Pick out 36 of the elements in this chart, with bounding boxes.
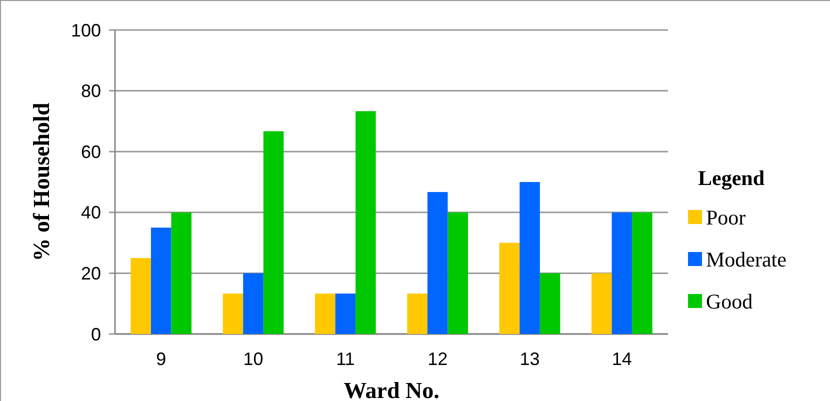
y-tick-label: 0: [90, 324, 101, 344]
y-tick-label: 80: [80, 81, 101, 102]
y-tick-label: 100: [70, 20, 101, 40]
y-tick-label: 20: [80, 264, 101, 284]
legend-title: Legend: [698, 166, 765, 190]
bar: [520, 182, 540, 334]
legend-label: Moderate: [706, 247, 786, 272]
bar: [407, 294, 428, 334]
bar: [171, 212, 192, 334]
bar: [130, 258, 151, 334]
x-tick-label: 11: [336, 349, 355, 369]
bar: [632, 212, 652, 334]
x-tick-label: 14: [612, 349, 632, 369]
bar: [263, 131, 284, 334]
y-tick-label: 60: [80, 142, 101, 162]
x-tick-label: 12: [428, 349, 448, 369]
y-axis-title: % of Household: [29, 102, 54, 262]
bar: [499, 242, 520, 334]
x-tick-label: 10: [243, 349, 264, 369]
y-tick-label: 40: [80, 202, 101, 223]
x-tick-label: 13: [520, 349, 540, 369]
bar: [612, 212, 632, 334]
legend-label: Poor: [706, 205, 746, 230]
bar: [356, 111, 376, 334]
x-tick-label: 9: [156, 349, 166, 369]
bar: [540, 273, 560, 334]
bar: [150, 228, 172, 334]
bar: [243, 273, 264, 334]
x-axis-title: Ward No.: [344, 378, 440, 401]
bar: [592, 273, 612, 334]
bar: [448, 212, 468, 334]
bar: [427, 192, 448, 334]
legend-label: Good: [706, 289, 754, 314]
bar: [315, 294, 336, 334]
bar: [222, 294, 244, 334]
bar: [335, 294, 356, 334]
